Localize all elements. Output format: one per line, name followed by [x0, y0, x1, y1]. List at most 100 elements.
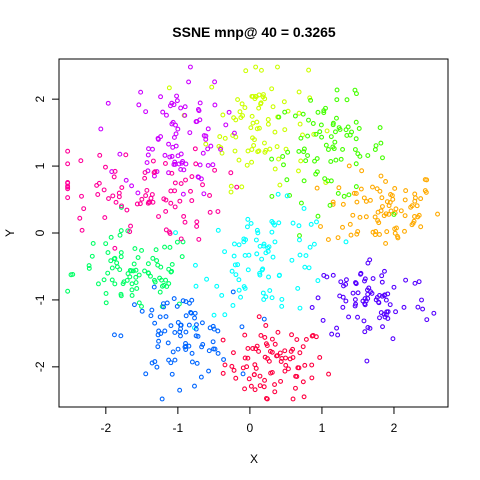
data-point [205, 146, 211, 152]
data-point [212, 167, 218, 173]
data-point [338, 279, 344, 285]
data-point [167, 231, 173, 236]
data-point [275, 329, 281, 335]
data-point [212, 346, 218, 352]
data-point [243, 68, 249, 74]
data-point [277, 182, 283, 188]
data-point [118, 250, 124, 256]
data-point [282, 127, 288, 133]
data-point [278, 359, 284, 364]
data-point [256, 348, 262, 354]
data-point [365, 296, 371, 301]
data-point [269, 156, 275, 162]
data-point [367, 197, 373, 203]
data-point [384, 229, 390, 235]
data-point [402, 213, 408, 219]
y-tick-label: 1 [33, 162, 47, 169]
data-point [380, 324, 385, 330]
data-point [204, 276, 210, 282]
data-point [379, 273, 385, 279]
data-point [245, 148, 251, 154]
data-point [384, 199, 390, 205]
data-point [123, 152, 129, 158]
data-point [103, 241, 109, 247]
data-point [306, 117, 311, 123]
data-point [313, 131, 319, 137]
data-point [189, 174, 195, 180]
data-point [111, 332, 117, 338]
data-point [174, 303, 180, 309]
data-point [362, 329, 368, 335]
data-point [361, 195, 367, 201]
data-point [65, 148, 71, 154]
data-point [402, 197, 408, 203]
data-point [353, 280, 359, 286]
data-point [148, 313, 154, 319]
data-point [366, 285, 372, 291]
data-point [267, 288, 273, 293]
data-point [102, 215, 108, 221]
data-points [65, 64, 441, 402]
data-point [269, 86, 275, 92]
data-point [257, 383, 263, 389]
data-point [175, 126, 181, 132]
data-point [415, 304, 421, 310]
data-point [269, 295, 275, 301]
data-point [357, 153, 363, 159]
data-point [235, 262, 241, 268]
data-point [422, 177, 428, 183]
data-point [169, 153, 175, 159]
data-point [79, 193, 84, 199]
data-point [264, 395, 269, 401]
data-point [153, 247, 159, 253]
data-point [194, 360, 200, 366]
data-point [278, 378, 284, 384]
data-point [183, 161, 189, 167]
data-point [270, 220, 276, 226]
data-point [188, 310, 194, 315]
data-point [343, 281, 349, 287]
data-point [94, 182, 100, 188]
data-point [155, 344, 161, 350]
data-point [309, 305, 315, 310]
data-point [323, 142, 329, 148]
data-point [161, 304, 167, 310]
data-point [241, 239, 247, 245]
data-point [188, 310, 194, 316]
data-point [214, 283, 220, 289]
data-point [296, 148, 302, 154]
data-point [65, 186, 71, 192]
data-point [298, 158, 304, 164]
data-point [172, 330, 178, 335]
data-point [244, 364, 250, 370]
data-point [412, 214, 417, 219]
data-point [192, 146, 198, 152]
data-point [364, 358, 370, 364]
data-point [159, 277, 164, 283]
data-point [236, 277, 242, 283]
data-point [383, 179, 389, 184]
data-point [296, 110, 302, 116]
data-point [390, 196, 396, 202]
data-point [317, 129, 323, 135]
data-point [233, 117, 239, 123]
data-point [251, 137, 257, 143]
data-point [220, 337, 226, 343]
data-point [192, 383, 197, 389]
data-point [174, 93, 180, 99]
data-point [290, 355, 296, 360]
data-point [422, 188, 428, 194]
data-point [229, 268, 235, 274]
data-point [176, 161, 182, 167]
data-point [103, 164, 108, 170]
data-point [254, 119, 260, 125]
data-point [142, 175, 148, 181]
data-point [403, 277, 409, 283]
data-point [298, 200, 304, 206]
data-point [374, 186, 380, 192]
data-point [154, 258, 160, 264]
data-point [222, 135, 228, 141]
data-point [128, 223, 134, 229]
data-point [297, 252, 303, 258]
data-point [358, 186, 364, 192]
